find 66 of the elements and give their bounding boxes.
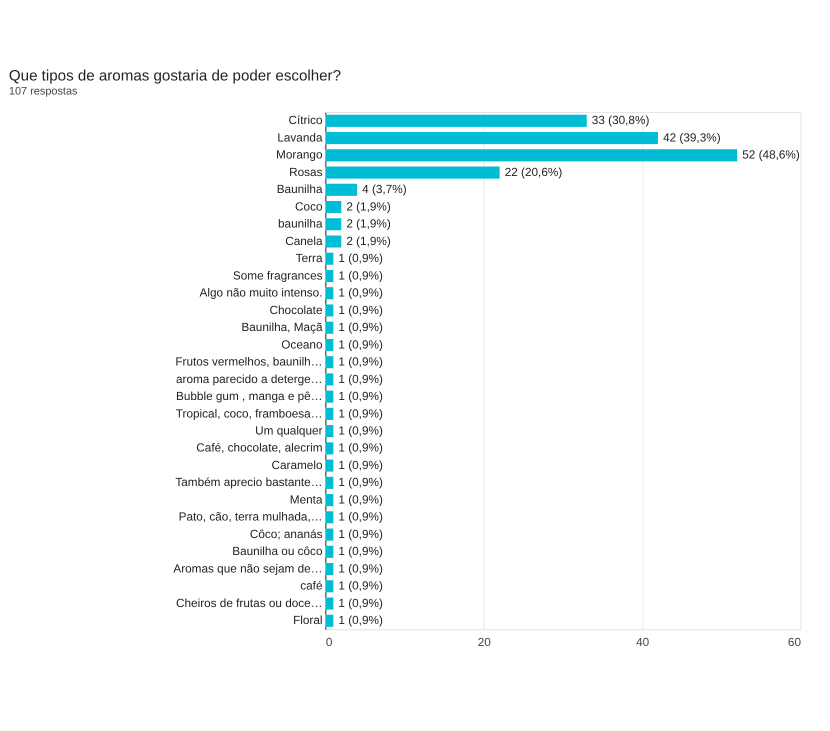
data-label: 1 (0,9%): [338, 252, 383, 266]
y-tick-label: Côco; ananás: [250, 528, 323, 541]
y-tick-label: Aromas que não sejam de…: [173, 562, 322, 576]
y-tick-label: Baunilha ou côco: [232, 545, 323, 558]
data-label: 1 (0,9%): [338, 407, 383, 420]
data-label: 1 (0,9%): [338, 493, 383, 506]
y-tick-label: Tropical, coco, framboesa…: [176, 407, 322, 420]
data-label: 1 (0,9%): [338, 286, 383, 300]
y-tick-label: Canela: [285, 234, 323, 248]
data-label: 1 (0,9%): [338, 424, 383, 438]
data-label: 1 (0,9%): [338, 476, 383, 490]
data-label: 4 (3,7%): [362, 183, 407, 196]
data-label: 2 (1,9%): [346, 234, 391, 248]
data-label: 1 (0,9%): [338, 510, 383, 524]
data-label: 1 (0,9%): [338, 321, 383, 334]
y-tick-label: Cítrico: [288, 114, 323, 128]
data-label: 33 (30,8%): [592, 114, 650, 128]
data-label: 2 (1,9%): [346, 218, 391, 231]
data-label: 1 (0,9%): [338, 372, 383, 386]
data-label: 2 (1,9%): [346, 200, 391, 214]
y-tick-label: Floral: [293, 614, 322, 628]
y-tick-label: Frutos vermelhos, baunilh…: [175, 356, 322, 369]
x-tick-label: 40: [636, 636, 650, 649]
y-tick-label: Pato, cão, terra mulhada,…: [178, 510, 322, 524]
data-label: 1 (0,9%): [338, 390, 383, 404]
data-label: 1 (0,9%): [338, 458, 383, 472]
text: 107 respostas: [8, 86, 78, 98]
y-tick-label: Coco: [295, 200, 323, 214]
y-tick-label: Bubble gum , manga e pê…: [176, 390, 322, 404]
y-tick-label: Caramelo: [271, 458, 323, 472]
y-tick-label: Também aprecio bastante…: [175, 476, 322, 490]
x-tick-label: 60: [788, 636, 802, 649]
x-tick-label: 0: [326, 636, 333, 649]
data-label: 1 (0,9%): [338, 442, 383, 455]
y-tick-label: baunilha: [278, 218, 323, 231]
y-tick-label: Baunilha: [276, 183, 323, 196]
y-tick-label: Some fragrances: [232, 269, 323, 282]
data-label: 1 (0,9%): [338, 269, 383, 282]
data-label: 52 (48,6%): [742, 148, 800, 162]
y-tick-label: Cheiros de frutas ou doce…: [176, 596, 322, 610]
y-tick-label: Um qualquer: [255, 424, 323, 438]
y-tick-label: Oceano: [281, 338, 323, 352]
data-label: 1 (0,9%): [338, 580, 383, 593]
data-label: 1 (0,9%): [338, 338, 383, 352]
y-tick-label: aroma parecido a deterge…: [176, 372, 322, 386]
y-tick-label: Rosas: [289, 166, 323, 179]
y-tick-label: Chocolate: [270, 304, 323, 317]
y-tick-label: Menta: [290, 493, 323, 506]
data-label: 22 (20,6%): [504, 166, 562, 179]
data-label: 1 (0,9%): [338, 528, 383, 541]
y-tick-label: Café, chocolate, alecrim: [196, 442, 323, 455]
data-label: 1 (0,9%): [338, 614, 383, 628]
data-label: 1 (0,9%): [338, 596, 383, 610]
data-label: 1 (0,9%): [338, 545, 383, 558]
y-tick-label: Algo não muito intenso.: [200, 286, 322, 300]
data-label: 1 (0,9%): [338, 356, 383, 369]
y-tick-label: café: [300, 580, 323, 593]
data-label: 1 (0,9%): [338, 562, 383, 576]
text: Que tipos de aromas gostaria de poder escolher?: [8, 67, 341, 84]
x-tick-label: 20: [478, 636, 492, 649]
y-tick-label: Morango: [276, 148, 323, 162]
y-tick-label: Terra: [296, 252, 323, 266]
y-tick-label: Baunilha, Maçã: [241, 321, 323, 334]
y-tick-label: Lavanda: [277, 131, 323, 144]
data-label: 42 (39,3%): [663, 131, 721, 144]
data-label: 1 (0,9%): [338, 304, 383, 317]
